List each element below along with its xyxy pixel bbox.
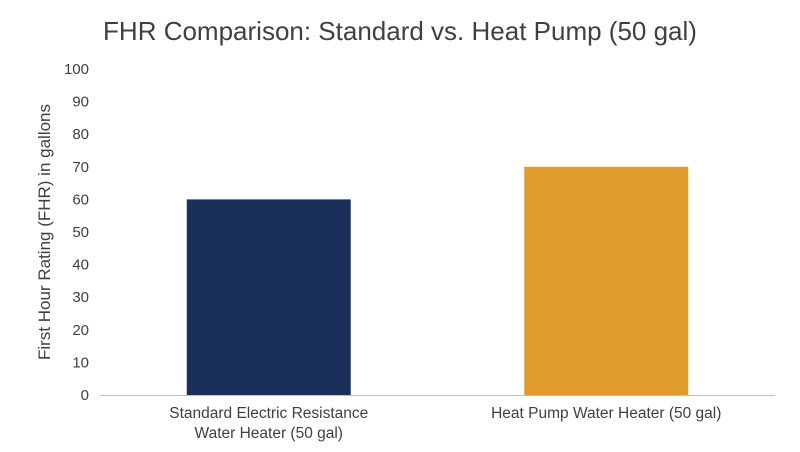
y-tick-label: 90 bbox=[72, 94, 89, 111]
y-tick-label: 80 bbox=[72, 126, 89, 143]
y-tick-label: 70 bbox=[72, 159, 89, 176]
bars-group bbox=[186, 166, 689, 395]
y-tick-label: 0 bbox=[81, 387, 89, 404]
y-tick-label: 30 bbox=[72, 289, 89, 306]
y-axis-title: First Hour Rating (FHR) in gallons bbox=[35, 104, 54, 360]
y-tick-label: 10 bbox=[72, 354, 89, 371]
x-axis-labels: Standard Electric Resistance Water Heater… bbox=[169, 405, 721, 442]
bar-2 bbox=[524, 166, 689, 395]
y-tick-label: 100 bbox=[64, 61, 89, 78]
y-tick-label: 50 bbox=[72, 224, 89, 241]
y-tick-label: 60 bbox=[72, 191, 89, 208]
chart-title: FHR Comparison: Standard vs. Heat Pump (… bbox=[103, 16, 697, 46]
y-tick-label: 20 bbox=[72, 322, 89, 339]
y-axis-ticks: 0 10 20 30 40 50 60 70 80 90 100 bbox=[64, 61, 89, 404]
x-category-label: Standard Electric Resistance bbox=[169, 405, 368, 422]
y-tick-label: 40 bbox=[72, 257, 89, 274]
bar-1 bbox=[186, 199, 351, 395]
x-category-label: Heat Pump Water Heater (50 gal) bbox=[491, 405, 721, 422]
x-category-label: Water Heater (50 gal) bbox=[195, 425, 343, 442]
